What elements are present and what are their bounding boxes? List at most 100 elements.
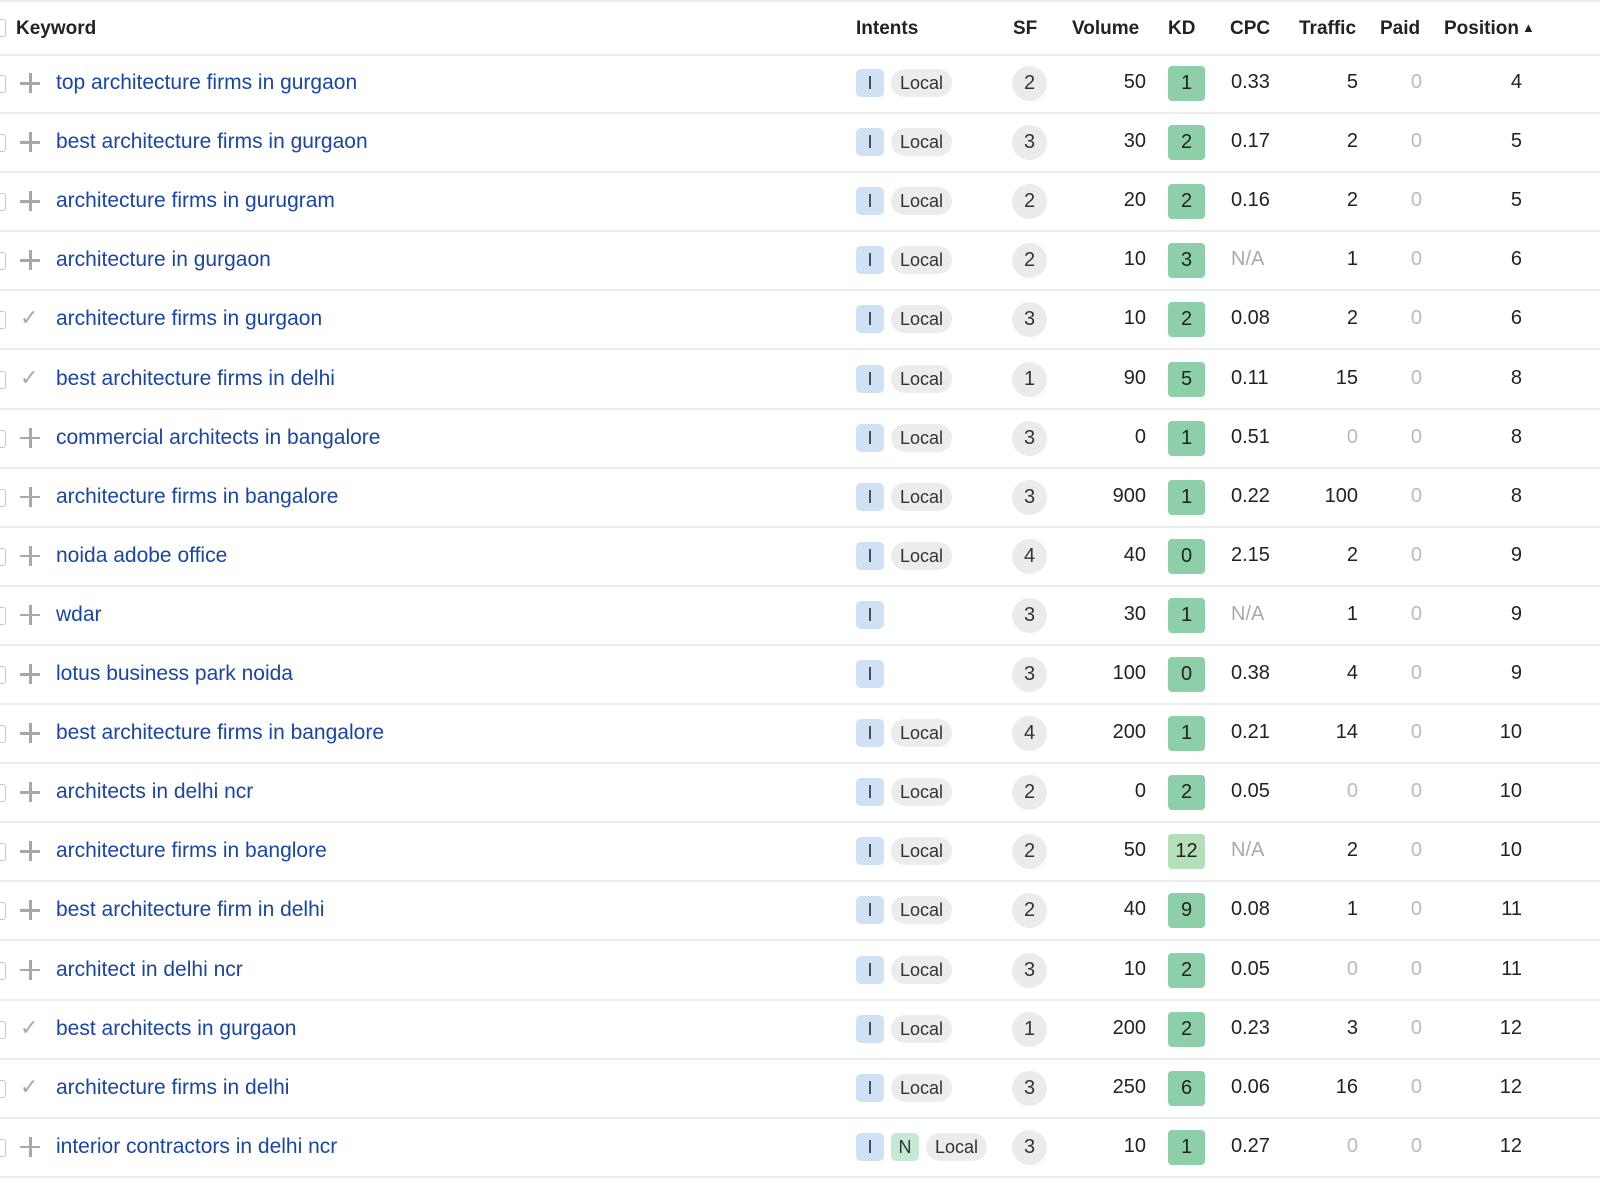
checkmark-icon[interactable]: ✓ [20, 1073, 39, 1099]
keyword-link[interactable]: architecture firms in gurugram [56, 189, 335, 213]
serp-features-badge[interactable]: 3 [1012, 479, 1047, 515]
select-all-checkbox[interactable] [0, 19, 6, 37]
header-sf[interactable]: SF [1013, 18, 1038, 39]
serp-features-badge[interactable]: 4 [1012, 716, 1047, 752]
keyword-link[interactable]: best architecture firms in bangalore [56, 721, 384, 745]
keyword-link[interactable]: lotus business park noida [56, 662, 293, 685]
intent-badges: I Local [856, 364, 953, 393]
serp-features-badge[interactable]: 2 [1012, 775, 1047, 811]
plus-icon[interactable] [20, 486, 40, 507]
row-checkbox[interactable] [0, 75, 6, 93]
row-checkbox[interactable] [0, 1020, 6, 1039]
header-traffic[interactable]: Traffic [1299, 18, 1357, 39]
keyword-link[interactable]: architecture firms in delhi [56, 1075, 290, 1099]
keyword-link[interactable]: top architecture firms in gurgaon [56, 71, 358, 94]
plus-icon[interactable] [20, 604, 40, 625]
header-keyword[interactable]: Keyword [16, 18, 97, 39]
row-checkbox[interactable] [0, 843, 6, 862]
keyword-link[interactable]: best architecture firm in delhi [56, 898, 325, 922]
plus-icon[interactable] [20, 841, 40, 862]
row-checkbox[interactable] [0, 311, 6, 330]
keyword-link[interactable]: best architecture firms in gurgaon [56, 130, 368, 154]
plus-icon[interactable] [20, 73, 40, 93]
row-checkbox[interactable] [0, 370, 6, 389]
checkmark-icon[interactable]: ✓ [20, 364, 39, 390]
serp-features-badge[interactable]: 3 [1012, 420, 1047, 456]
plus-icon[interactable] [20, 782, 40, 803]
serp-features-badge[interactable]: 3 [1012, 952, 1047, 988]
header-cpc[interactable]: CPC [1230, 18, 1271, 39]
row-checkbox[interactable] [0, 1079, 6, 1098]
keyword-link[interactable]: wdar [56, 602, 102, 626]
checkmark-icon[interactable]: ✓ [20, 1014, 39, 1040]
plus-icon[interactable] [20, 723, 40, 744]
paid-value: 0 [1410, 898, 1422, 921]
keyword-link[interactable]: noida adobe office [56, 543, 228, 567]
plus-icon[interactable] [20, 250, 40, 271]
row-checkbox[interactable] [0, 725, 6, 744]
plus-icon[interactable] [20, 1136, 40, 1157]
plus-icon[interactable] [20, 191, 40, 212]
serp-features-badge[interactable]: 3 [1012, 1129, 1047, 1165]
plus-icon[interactable] [20, 664, 40, 684]
table-row: wdar I 3 30 1 N/A 1 0 9 [0, 587, 1600, 646]
intent-badge-i: I [856, 837, 884, 866]
serp-features-badge[interactable]: 3 [1012, 1070, 1047, 1106]
row-checkbox[interactable] [0, 193, 6, 212]
plus-icon[interactable] [20, 427, 40, 448]
keyword-link[interactable]: architecture firms in banglore [56, 839, 327, 863]
intent-badge-i: I [856, 423, 884, 452]
paid-value: 0 [1410, 1134, 1422, 1157]
row-checkbox[interactable] [0, 666, 6, 684]
serp-features-badge[interactable]: 1 [1012, 361, 1047, 397]
serp-features-badge[interactable]: 3 [1012, 125, 1047, 161]
intent-badge-i: I [856, 719, 884, 748]
row-checkbox[interactable] [0, 961, 6, 980]
row-checkbox[interactable] [0, 784, 6, 803]
keyword-link[interactable]: architects in delhi ncr [56, 780, 254, 804]
checkmark-icon[interactable]: ✓ [20, 305, 39, 331]
header-volume[interactable]: Volume [1072, 18, 1140, 39]
serp-features-badge[interactable]: 3 [1012, 302, 1047, 338]
serp-features-badge[interactable]: 1 [1012, 1011, 1047, 1047]
header-paid[interactable]: Paid [1380, 18, 1421, 39]
plus-icon[interactable] [20, 959, 40, 980]
serp-features-badge[interactable]: 2 [1012, 243, 1047, 279]
row-checkbox[interactable] [0, 429, 6, 448]
row-checkbox[interactable] [0, 902, 6, 921]
keyword-link[interactable]: architecture in gurgaon [56, 248, 271, 272]
plus-icon[interactable] [20, 545, 40, 566]
header-intents[interactable]: Intents [856, 18, 919, 39]
serp-features-badge[interactable]: 2 [1012, 66, 1047, 101]
keyword-link[interactable]: architect in delhi ncr [56, 957, 243, 981]
serp-features-badge[interactable]: 2 [1012, 184, 1047, 220]
volume-value: 50 [1123, 71, 1146, 93]
kd-badge: 0 [1168, 657, 1205, 692]
serp-features-badge[interactable]: 3 [1012, 657, 1047, 692]
keyword-link[interactable]: best architecture firms in delhi [56, 366, 335, 390]
serp-features-badge[interactable]: 4 [1012, 538, 1047, 574]
cpc-value: 0.51 [1231, 425, 1270, 448]
serp-features-badge[interactable]: 3 [1012, 597, 1047, 633]
row-checkbox[interactable] [0, 1138, 6, 1157]
row-checkbox[interactable] [0, 606, 6, 625]
plus-icon[interactable] [20, 900, 40, 921]
row-checkbox[interactable] [0, 252, 6, 271]
keyword-link[interactable]: architecture firms in gurgaon [56, 307, 323, 331]
serp-features-badge[interactable]: 2 [1012, 893, 1047, 929]
keyword-link[interactable]: commercial architects in bangalore [56, 425, 381, 449]
header-kd[interactable]: KD [1168, 18, 1196, 39]
position-value: 8 [1510, 425, 1522, 448]
keyword-link[interactable]: interior contractors in delhi ncr [56, 1134, 338, 1158]
local-badge: Local [891, 482, 953, 511]
row-checkbox[interactable] [0, 547, 6, 566]
row-checkbox[interactable] [0, 134, 6, 153]
cpc-value: 0.05 [1231, 780, 1270, 803]
traffic-value: 0 [1346, 780, 1358, 803]
keyword-link[interactable]: best architects in gurgaon [56, 1016, 297, 1040]
header-position[interactable]: Position ▲ [1444, 18, 1535, 40]
serp-features-badge[interactable]: 2 [1012, 834, 1047, 870]
keyword-link[interactable]: architecture firms in bangalore [56, 484, 339, 508]
row-checkbox[interactable] [0, 488, 6, 507]
plus-icon[interactable] [20, 132, 40, 153]
